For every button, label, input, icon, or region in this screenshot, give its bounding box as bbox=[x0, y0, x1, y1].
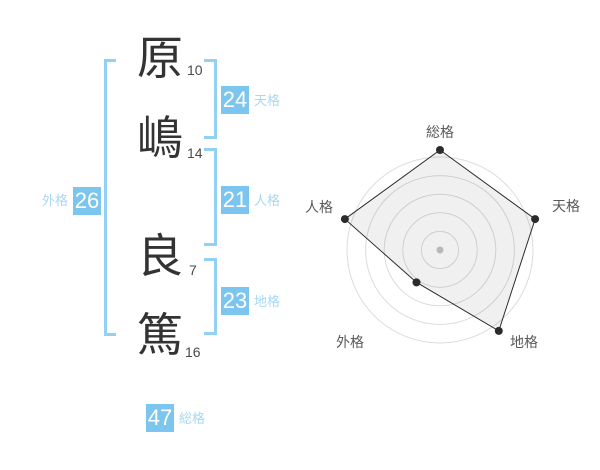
radar-grid-ring bbox=[420, 230, 460, 270]
stroke-count-3: 7 bbox=[189, 262, 197, 278]
jinkaku-label: 人格 bbox=[254, 193, 281, 208]
stroke-count-2: 14 bbox=[187, 145, 203, 161]
jinkaku-value-chip: 21 bbox=[221, 186, 249, 214]
gaikaku-label: 外格 bbox=[41, 193, 68, 208]
tenkaku-value-chip: 24 bbox=[221, 86, 249, 114]
radar-axis-label: 天格 bbox=[552, 198, 580, 214]
stroke-count-4: 16 bbox=[185, 344, 201, 360]
radar-grid-ring bbox=[346, 156, 534, 344]
jinkaku-bracket bbox=[204, 148, 217, 246]
chikaku-label: 地格 bbox=[254, 294, 281, 309]
radar-axis-label: 総格 bbox=[426, 124, 454, 140]
radar-grid-ring bbox=[365, 175, 515, 325]
radar-axis-label: 外格 bbox=[336, 334, 364, 350]
gaikaku-value-chip: 26 bbox=[73, 187, 101, 215]
tenkaku-bracket bbox=[204, 59, 217, 139]
soukaku-value-chip: 47 bbox=[146, 404, 174, 432]
radar-point bbox=[436, 146, 444, 154]
gaikaku-bracket bbox=[104, 59, 116, 336]
radar-polygon bbox=[344, 149, 536, 332]
name-analysis-panel: 原 嶋 良 篤 10 14 7 16 24 天格 21 人格 23 地格 外格 … bbox=[41, 32, 281, 432]
chikaku-bracket bbox=[204, 258, 217, 335]
tenkaku-label: 天格 bbox=[254, 93, 281, 108]
radar-grid-ring bbox=[383, 193, 497, 307]
name-char-1: 原 bbox=[137, 32, 183, 84]
radar-axis-label: 地格 bbox=[510, 334, 538, 350]
radar-point bbox=[531, 215, 540, 224]
radar-axis-label: 人格 bbox=[305, 199, 333, 215]
radar-center-dot bbox=[436, 246, 444, 254]
radar-point bbox=[494, 326, 503, 335]
radar-point bbox=[340, 215, 349, 224]
stroke-count-1: 10 bbox=[187, 62, 203, 78]
soukaku-label: 総格 bbox=[179, 411, 206, 426]
chikaku-value-chip: 23 bbox=[221, 287, 249, 315]
radar-point bbox=[412, 278, 421, 287]
name-char-4: 篤 bbox=[137, 309, 183, 361]
name-char-2: 嶋 bbox=[137, 112, 183, 164]
name-char-3: 良 bbox=[137, 230, 183, 282]
radar-grid-ring bbox=[402, 212, 478, 288]
